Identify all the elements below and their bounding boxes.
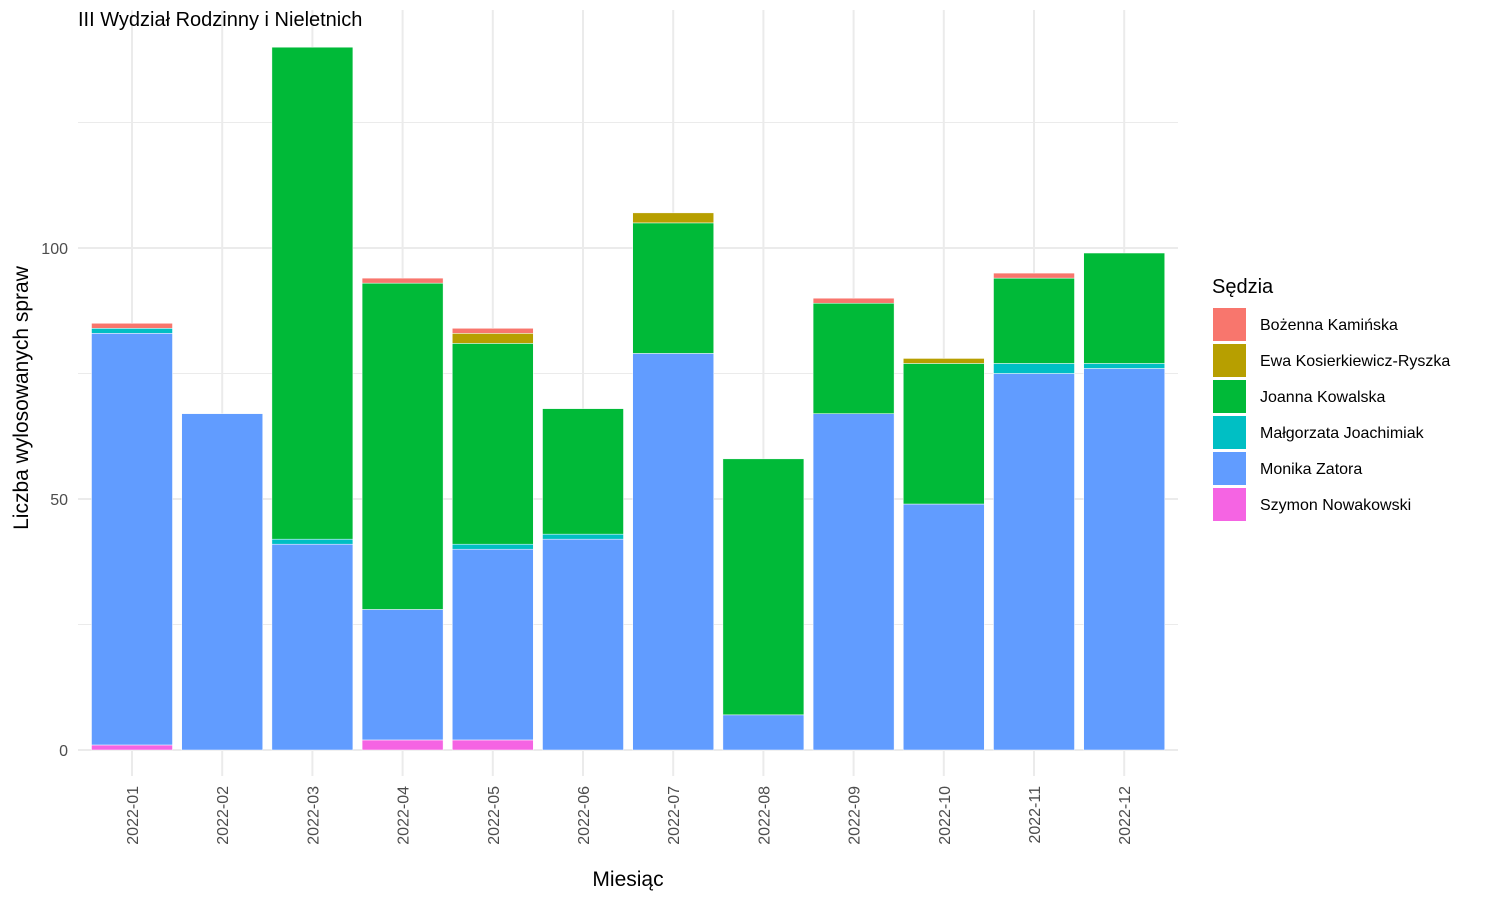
bar-segment	[91, 328, 173, 334]
bar-segment	[1083, 363, 1165, 369]
bar-segment	[361, 609, 444, 741]
y-tick-label: 0	[59, 743, 68, 760]
x-tick-label: 2022-11	[1027, 786, 1044, 844]
x-tick-label: 2022-06	[576, 786, 593, 845]
x-tick-label: 2022-05	[486, 786, 503, 845]
bar-segment	[542, 533, 624, 540]
bar-segment	[632, 212, 714, 224]
bar-segment	[91, 323, 173, 329]
bar-segment	[271, 543, 354, 751]
legend-label: Bożenna Kamińska	[1260, 317, 1398, 334]
x-axis-title: Miesiąc	[592, 868, 663, 891]
bar-segment	[452, 548, 534, 741]
bars	[91, 46, 1165, 751]
x-tick-label: 2022-02	[215, 786, 232, 845]
legend-label: Małgorzata Joachimiak	[1260, 425, 1425, 442]
legend-swatch	[1213, 452, 1246, 485]
x-tick-label: 2022-08	[756, 786, 773, 845]
y-axis-ticks: 0 50 100	[41, 241, 68, 760]
bar-segment	[1083, 252, 1165, 364]
legend-swatch	[1213, 380, 1246, 413]
bar-segment	[361, 277, 444, 284]
bar-segment	[993, 363, 1075, 374]
legend-title: Sędzia	[1212, 276, 1274, 298]
legend-swatch	[1213, 308, 1246, 341]
bar-segment	[542, 538, 624, 751]
y-axis-title: Liczba wylosowanych spraw	[10, 265, 33, 530]
bar-segment	[271, 46, 354, 540]
bar-segment	[452, 543, 534, 550]
bar-segment	[903, 503, 985, 751]
bar-segment	[361, 282, 444, 610]
bar-segment	[452, 333, 534, 344]
bar-segment	[903, 358, 985, 364]
bar-segment	[903, 363, 985, 505]
x-tick-label: 2022-03	[305, 786, 322, 845]
bar-segment	[722, 458, 805, 716]
x-tick-label: 2022-10	[937, 786, 954, 845]
bar-segment	[993, 272, 1075, 279]
legend-label: Szymon Nowakowski	[1260, 497, 1411, 514]
legend-swatch	[1213, 416, 1246, 449]
bar-segment	[271, 538, 354, 545]
bar-segment	[361, 739, 444, 751]
bar-segment	[632, 353, 714, 751]
bar-segment	[542, 408, 624, 535]
legend-swatch	[1213, 344, 1246, 377]
bar-segment	[812, 297, 895, 304]
bar-segment	[181, 413, 263, 751]
x-tick-label: 2022-01	[125, 786, 142, 845]
bar-segment	[812, 413, 895, 751]
bar-segment	[452, 343, 534, 545]
legend-label: Ewa Kosierkiewicz-Ryszka	[1260, 353, 1450, 370]
x-tick-label: 2022-07	[666, 786, 683, 845]
legend-label: Joanna Kowalska	[1260, 389, 1386, 406]
x-axis-ticks: 2022-01 2022-02 2022-03 2022-04 2022-05 2022-…	[125, 786, 1134, 845]
x-tick-label: 2022-04	[396, 786, 413, 845]
legend-label: Monika Zatora	[1260, 461, 1362, 478]
x-tick-label: 2022-09	[847, 786, 864, 845]
bar-segment	[452, 739, 534, 751]
bar-segment	[993, 277, 1075, 364]
legend: Sędzia Bożenna Kamińska Ewa Kosierkiewicz…	[1212, 276, 1450, 521]
y-tick-label: 100	[41, 241, 68, 258]
y-tick-label: 50	[50, 492, 68, 509]
bar-segment	[632, 222, 714, 354]
x-tick-label: 2022-12	[1117, 786, 1134, 845]
legend-swatch	[1213, 488, 1246, 521]
bar-segment	[91, 744, 173, 751]
bar-segment	[1083, 368, 1165, 751]
bar-segment	[722, 714, 805, 751]
chart-title: III Wydział Rodzinny i Nieletnich	[78, 9, 362, 31]
bar-segment	[91, 333, 173, 746]
bar-segment	[993, 373, 1075, 751]
bar-segment	[812, 302, 895, 414]
bar-segment	[452, 328, 534, 334]
